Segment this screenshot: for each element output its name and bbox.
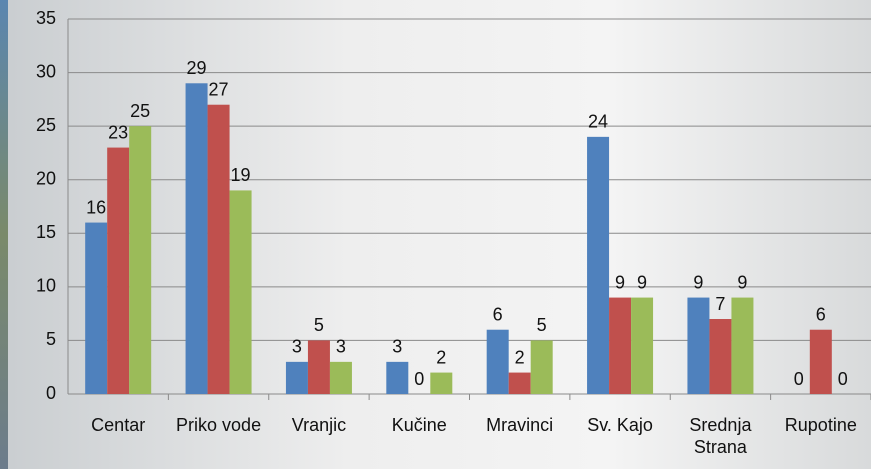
bar xyxy=(107,147,130,394)
bar xyxy=(85,222,108,394)
x-tick-label: Rupotine xyxy=(784,415,857,435)
bar xyxy=(709,319,732,394)
bar xyxy=(731,297,754,394)
value-label: 25 xyxy=(130,101,150,121)
bar xyxy=(587,136,610,394)
bar xyxy=(430,372,453,394)
value-label: 6 xyxy=(816,304,826,324)
x-tick-label: Vranjic xyxy=(291,415,347,435)
bar xyxy=(386,361,409,394)
value-label: 29 xyxy=(187,58,207,78)
y-tick-label: 0 xyxy=(46,383,56,403)
value-label: 2 xyxy=(436,347,446,367)
bar xyxy=(129,126,152,395)
bar xyxy=(508,372,531,394)
x-tick-label: Mravinci xyxy=(486,415,554,435)
value-label: 5 xyxy=(537,315,547,335)
bar xyxy=(486,329,509,394)
y-tick-label: 35 xyxy=(36,8,56,28)
value-label: 0 xyxy=(838,369,848,389)
y-tick-label: 20 xyxy=(36,168,56,188)
bar xyxy=(207,104,230,394)
y-tick-label: 30 xyxy=(36,61,56,81)
bar xyxy=(229,190,252,394)
x-tick-label: Kučine xyxy=(391,415,447,435)
value-label: 3 xyxy=(292,337,302,357)
value-label: 6 xyxy=(493,304,503,324)
x-tick-label: Priko vode xyxy=(176,415,262,435)
x-tick-label: Srednja Strana xyxy=(689,415,752,457)
bar xyxy=(285,361,308,394)
value-label: 3 xyxy=(336,337,346,357)
value-label: 9 xyxy=(693,272,703,292)
bar xyxy=(329,361,352,394)
value-label: 9 xyxy=(615,272,625,292)
value-label: 2 xyxy=(515,347,525,367)
bar xyxy=(307,340,330,394)
x-tick-label: Sv. Kajo xyxy=(587,415,653,435)
value-label: 0 xyxy=(414,369,424,389)
value-label: 24 xyxy=(588,112,608,132)
value-label: 23 xyxy=(108,122,128,142)
y-tick-label: 25 xyxy=(36,115,56,135)
value-label: 3 xyxy=(392,337,402,357)
value-label: 27 xyxy=(209,79,229,99)
value-label: 19 xyxy=(231,165,251,185)
y-tick-label: 10 xyxy=(36,276,56,296)
bar xyxy=(809,329,832,394)
x-tick-label: Centar xyxy=(91,415,146,435)
bar xyxy=(185,83,208,395)
value-label: 16 xyxy=(86,197,106,217)
value-label: 0 xyxy=(794,369,804,389)
photo-edge xyxy=(0,0,8,469)
y-tick-label: 15 xyxy=(36,222,56,242)
bar xyxy=(530,340,553,394)
bar xyxy=(609,297,632,394)
value-label: 9 xyxy=(737,272,747,292)
value-label: 9 xyxy=(637,272,647,292)
bar xyxy=(631,297,654,394)
value-label: 5 xyxy=(314,315,324,335)
bar xyxy=(687,297,710,394)
value-label: 7 xyxy=(715,294,725,314)
y-tick-label: 5 xyxy=(46,329,56,349)
